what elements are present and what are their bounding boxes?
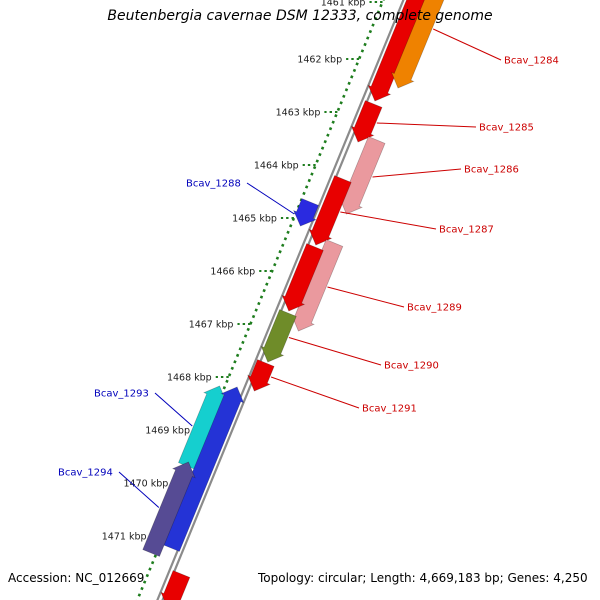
gene-arrow-bcav-1287	[308, 175, 352, 246]
gene-arrow-bcav-1290	[260, 309, 297, 363]
gene-label: Bcav_1289	[407, 303, 462, 314]
gene-label-line	[340, 211, 437, 230]
gene-label-line	[154, 392, 193, 427]
ruler-tick-label: 1468 kbp	[167, 373, 212, 384]
gene-arrow-bcav-1288	[293, 198, 319, 227]
genome-summary-text: Topology: circular; Length: 4,669,183 bp…	[258, 571, 588, 585]
ruler-tick-label: 1464 kbp	[254, 161, 299, 172]
gene-label-line	[433, 28, 502, 61]
ruler-tick-label: 1469 kbp	[145, 426, 190, 437]
gene-label: Bcav_1288	[186, 179, 241, 190]
ruler-tick-label: 1461 kbp	[321, 0, 366, 9]
ruler-tick-label: 1470 kbp	[124, 479, 169, 490]
gene-label: Bcav_1293	[94, 389, 149, 400]
ruler-tick-label: 1462 kbp	[297, 55, 342, 66]
gene-label-line	[372, 168, 462, 178]
gene-arrow-mid-red	[281, 243, 324, 312]
gene-label: Bcav_1284	[504, 56, 559, 67]
ruler-tick-label: 1471 kbp	[102, 532, 147, 543]
gene-label-line	[327, 286, 405, 308]
gene-label-line	[246, 182, 295, 215]
gene-arrow-bcav-1285	[350, 100, 383, 143]
gene-arrow-bcav-1286	[339, 136, 386, 215]
page-title: Beutenbergia cavernae DSM 12333, complet…	[107, 8, 493, 24]
gene-arrow-bcav-1294	[142, 461, 196, 557]
gene-label: Bcav_1291	[362, 404, 417, 415]
gene-label-line	[288, 337, 382, 366]
gene-arrow-partial-bottom	[160, 570, 191, 600]
gene-label-line	[118, 471, 160, 508]
gene-label: Bcav_1287	[439, 225, 494, 236]
gene-label: Bcav_1285	[479, 123, 534, 134]
gene-label-line	[376, 122, 477, 128]
gene-arrow-partial-top	[367, 0, 427, 102]
gene-label: Bcav_1286	[464, 165, 519, 176]
ruler-tick-label: 1466 kbp	[210, 267, 255, 278]
gene-arrow-bcav-1291	[247, 359, 275, 392]
gene-arrow-bcav-1284	[390, 0, 445, 89]
ruler-tick-label: 1467 kbp	[189, 320, 234, 331]
gene-label: Bcav_1294	[58, 468, 113, 479]
gene-label-line	[270, 376, 360, 409]
accession-text: Accession: NC_012669	[8, 571, 145, 585]
gene-label: Bcav_1290	[384, 361, 439, 372]
ruler-tick-label: 1463 kbp	[276, 108, 321, 119]
ruler-tick-label: 1465 kbp	[232, 214, 277, 225]
